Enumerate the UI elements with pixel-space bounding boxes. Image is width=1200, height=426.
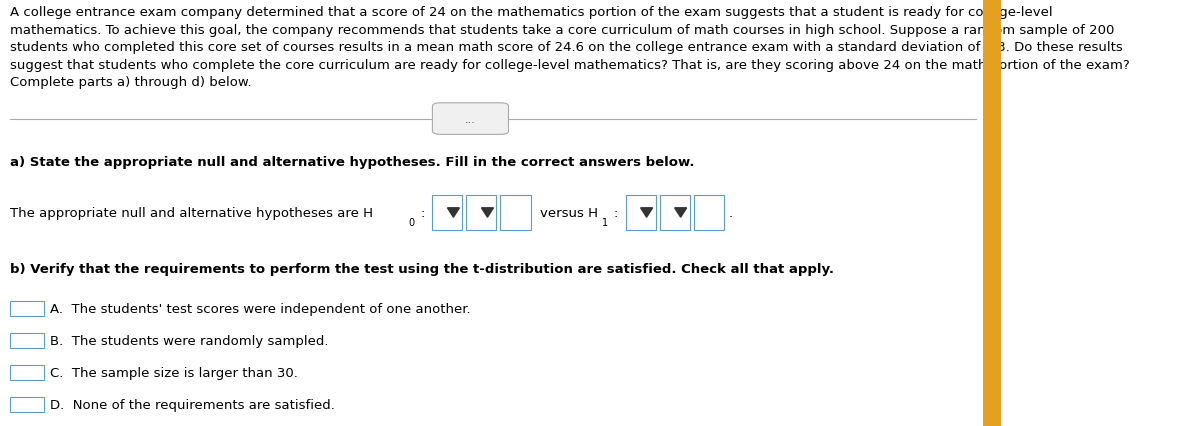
Text: 1: 1: [601, 217, 607, 227]
Bar: [983, 0, 1001, 426]
FancyBboxPatch shape: [10, 397, 44, 412]
Polygon shape: [674, 208, 686, 218]
Text: A college entrance exam company determined that a score of 24 on the mathematics: A college entrance exam company determin…: [10, 6, 1129, 89]
FancyBboxPatch shape: [694, 196, 724, 230]
FancyBboxPatch shape: [10, 302, 44, 316]
Text: a) State the appropriate null and alternative hypotheses. Fill in the correct an: a) State the appropriate null and altern…: [10, 155, 695, 168]
Text: :: :: [420, 207, 425, 219]
Text: 0: 0: [408, 217, 414, 227]
Text: C.  The sample size is larger than 30.: C. The sample size is larger than 30.: [50, 366, 298, 379]
Text: ...: ...: [466, 114, 476, 124]
Polygon shape: [641, 208, 653, 218]
Text: b) Verify that the requirements to perform the test using the t-distribution are: b) Verify that the requirements to perfo…: [10, 262, 834, 275]
Text: :: :: [613, 207, 618, 219]
Text: B.  The students were randomly sampled.: B. The students were randomly sampled.: [50, 334, 329, 347]
Text: A.  The students' test scores were independent of one another.: A. The students' test scores were indepe…: [50, 302, 470, 315]
FancyBboxPatch shape: [625, 196, 655, 230]
FancyBboxPatch shape: [660, 196, 690, 230]
FancyBboxPatch shape: [500, 196, 530, 230]
Polygon shape: [448, 208, 460, 218]
FancyBboxPatch shape: [10, 334, 44, 348]
Polygon shape: [481, 208, 493, 218]
Text: .: .: [728, 207, 733, 219]
FancyBboxPatch shape: [467, 196, 497, 230]
FancyBboxPatch shape: [432, 104, 509, 135]
Text: D.  None of the requirements are satisfied.: D. None of the requirements are satisfie…: [50, 398, 335, 411]
FancyBboxPatch shape: [10, 366, 44, 380]
Text: The appropriate null and alternative hypotheses are H: The appropriate null and alternative hyp…: [10, 207, 373, 219]
Text: versus H: versus H: [540, 207, 598, 219]
FancyBboxPatch shape: [432, 196, 462, 230]
